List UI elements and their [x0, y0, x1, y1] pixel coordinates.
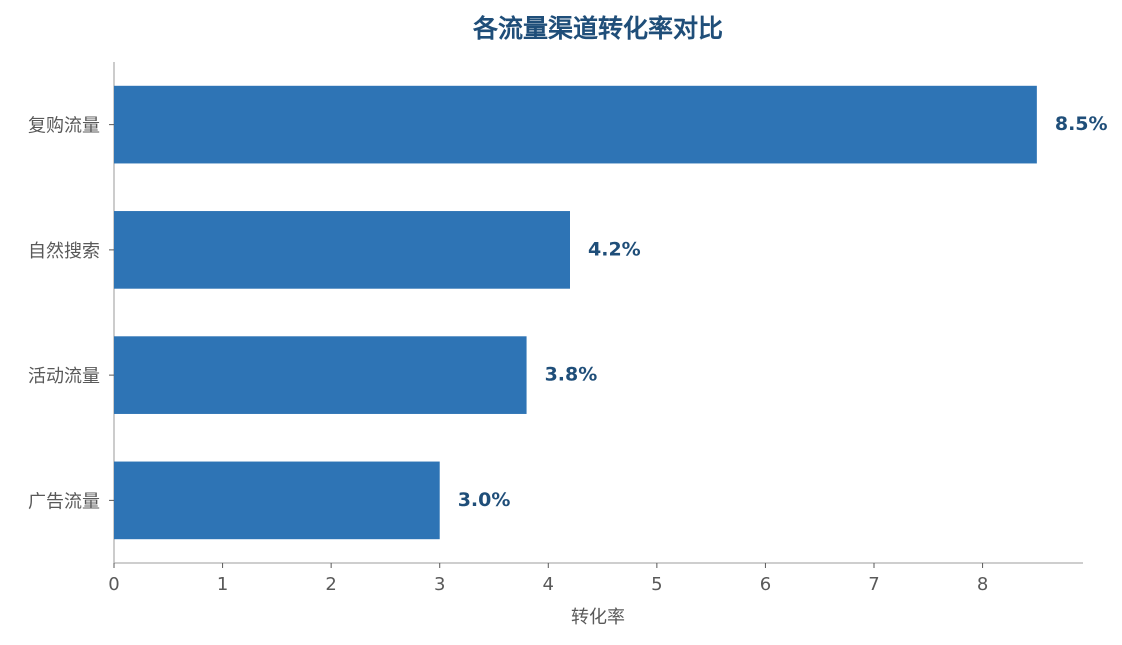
x-axis-label: 转化率	[571, 607, 625, 628]
y-tick-label: 自然搜索	[28, 241, 100, 262]
x-tick-label: 1	[217, 574, 228, 595]
y-tick-label: 复购流量	[28, 116, 100, 137]
bar	[114, 211, 570, 289]
x-tick-label: 3	[434, 574, 445, 595]
x-tick-label: 8	[977, 574, 988, 595]
bar	[114, 85, 1037, 164]
x-tick-label: 2	[325, 574, 336, 595]
chart-title: 各流量渠道转化率对比	[472, 14, 723, 43]
x-tick-label: 0	[108, 574, 119, 595]
value-label: 3.8%	[545, 364, 598, 386]
x-tick-label: 6	[760, 574, 771, 595]
x-tick-label: 7	[868, 574, 879, 595]
x-tick-label: 4	[543, 574, 554, 595]
value-label: 8.5%	[1055, 113, 1108, 135]
bar	[114, 461, 440, 540]
y-tick-label: 活动流量	[28, 366, 100, 387]
y-tick-label: 广告流量	[28, 491, 100, 512]
value-label: 3.0%	[458, 489, 511, 511]
x-tick-label: 5	[651, 574, 662, 595]
bar	[114, 336, 527, 414]
value-label: 4.2%	[588, 238, 641, 260]
